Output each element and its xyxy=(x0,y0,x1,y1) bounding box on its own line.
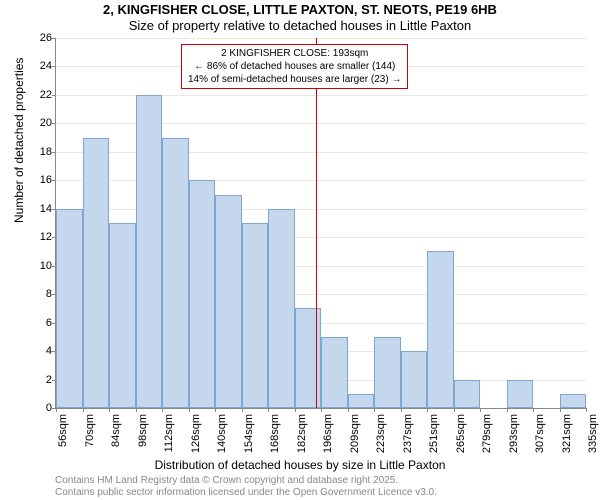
x-tick-mark xyxy=(162,408,163,412)
x-tick-label: 182sqm xyxy=(296,414,308,464)
x-tick-label: 70sqm xyxy=(84,414,96,464)
histogram-bar xyxy=(427,251,454,408)
histogram-bar xyxy=(295,308,322,408)
footer-licence: Contains public sector information licen… xyxy=(55,487,437,498)
x-tick-label: 321sqm xyxy=(561,414,573,464)
x-tick-mark xyxy=(83,408,84,412)
histogram-bar xyxy=(242,223,269,408)
histogram-bar xyxy=(454,380,481,408)
x-tick-label: 154sqm xyxy=(243,414,255,464)
x-tick-mark xyxy=(348,408,349,412)
x-tick-mark xyxy=(480,408,481,412)
x-tick-mark xyxy=(321,408,322,412)
histogram-bar xyxy=(136,95,163,408)
x-tick-label: 307sqm xyxy=(534,414,546,464)
x-tick-label: 126sqm xyxy=(190,414,202,464)
title-line-2: Size of property relative to detached ho… xyxy=(0,18,600,33)
y-tick-label: 16 xyxy=(12,174,52,186)
x-tick-label: 112sqm xyxy=(163,414,175,464)
x-tick-label: 196sqm xyxy=(322,414,334,464)
y-tick-label: 10 xyxy=(12,260,52,272)
y-tick-mark xyxy=(52,38,56,39)
x-tick-label: 237sqm xyxy=(402,414,414,464)
x-tick-mark xyxy=(454,408,455,412)
histogram-bar xyxy=(401,351,428,408)
y-tick-mark xyxy=(52,180,56,181)
x-tick-label: 140sqm xyxy=(216,414,228,464)
annotation-line: ← 86% of detached houses are smaller (14… xyxy=(188,60,401,73)
x-tick-mark xyxy=(109,408,110,412)
y-tick-label: 12 xyxy=(12,231,52,243)
reference-line xyxy=(316,38,317,408)
y-tick-mark xyxy=(52,66,56,67)
histogram-bar xyxy=(507,380,534,408)
x-tick-mark xyxy=(586,408,587,412)
x-tick-mark xyxy=(215,408,216,412)
x-tick-mark xyxy=(401,408,402,412)
x-tick-label: 209sqm xyxy=(349,414,361,464)
x-tick-label: 56sqm xyxy=(57,414,69,464)
y-tick-label: 26 xyxy=(12,32,52,44)
y-tick-label: 2 xyxy=(12,374,52,386)
y-tick-label: 18 xyxy=(12,146,52,158)
x-tick-mark xyxy=(427,408,428,412)
x-tick-label: 223sqm xyxy=(375,414,387,464)
histogram-bar xyxy=(83,138,110,408)
chart-container: 2, KINGFISHER CLOSE, LITTLE PAXTON, ST. … xyxy=(0,0,600,500)
x-tick-mark xyxy=(533,408,534,412)
histogram-bar xyxy=(321,337,348,408)
gridline xyxy=(56,38,586,39)
histogram-bar xyxy=(215,195,242,408)
histogram-bar xyxy=(268,209,295,408)
x-tick-label: 98sqm xyxy=(137,414,149,464)
x-tick-mark xyxy=(268,408,269,412)
x-tick-mark xyxy=(374,408,375,412)
x-tick-label: 279sqm xyxy=(481,414,493,464)
histogram-bar xyxy=(189,180,216,408)
y-tick-label: 0 xyxy=(12,402,52,414)
histogram-bar xyxy=(374,337,401,408)
histogram-bar xyxy=(162,138,189,408)
y-tick-label: 14 xyxy=(12,203,52,215)
x-tick-label: 335sqm xyxy=(587,414,599,464)
x-tick-label: 293sqm xyxy=(508,414,520,464)
histogram-bar xyxy=(560,394,587,408)
histogram-bar xyxy=(109,223,136,408)
annotation-box: 2 KINGFISHER CLOSE: 193sqm← 86% of detac… xyxy=(181,44,408,89)
x-tick-mark xyxy=(295,408,296,412)
y-tick-label: 6 xyxy=(12,317,52,329)
x-tick-label: 251sqm xyxy=(428,414,440,464)
histogram-bar xyxy=(56,209,83,408)
x-tick-mark xyxy=(56,408,57,412)
title-line-1: 2, KINGFISHER CLOSE, LITTLE PAXTON, ST. … xyxy=(0,2,600,17)
x-tick-label: 265sqm xyxy=(455,414,467,464)
plot-area: 2 KINGFISHER CLOSE: 193sqm← 86% of detac… xyxy=(55,38,586,409)
y-tick-label: 20 xyxy=(12,117,52,129)
y-tick-label: 24 xyxy=(12,60,52,72)
y-tick-label: 4 xyxy=(12,345,52,357)
footer-copyright: Contains HM Land Registry data © Crown c… xyxy=(55,475,398,486)
histogram-bar xyxy=(348,394,375,408)
x-tick-mark xyxy=(507,408,508,412)
annotation-line: 14% of semi-detached houses are larger (… xyxy=(188,73,401,86)
x-tick-label: 168sqm xyxy=(269,414,281,464)
x-tick-mark xyxy=(189,408,190,412)
annotation-line: 2 KINGFISHER CLOSE: 193sqm xyxy=(188,47,401,60)
y-tick-mark xyxy=(52,123,56,124)
x-tick-mark xyxy=(242,408,243,412)
y-axis-label: Number of detached properties xyxy=(12,58,26,223)
y-tick-label: 8 xyxy=(12,288,52,300)
x-tick-mark xyxy=(136,408,137,412)
x-tick-label: 84sqm xyxy=(110,414,122,464)
x-tick-mark xyxy=(560,408,561,412)
y-tick-mark xyxy=(52,152,56,153)
y-tick-label: 22 xyxy=(12,89,52,101)
y-tick-mark xyxy=(52,95,56,96)
